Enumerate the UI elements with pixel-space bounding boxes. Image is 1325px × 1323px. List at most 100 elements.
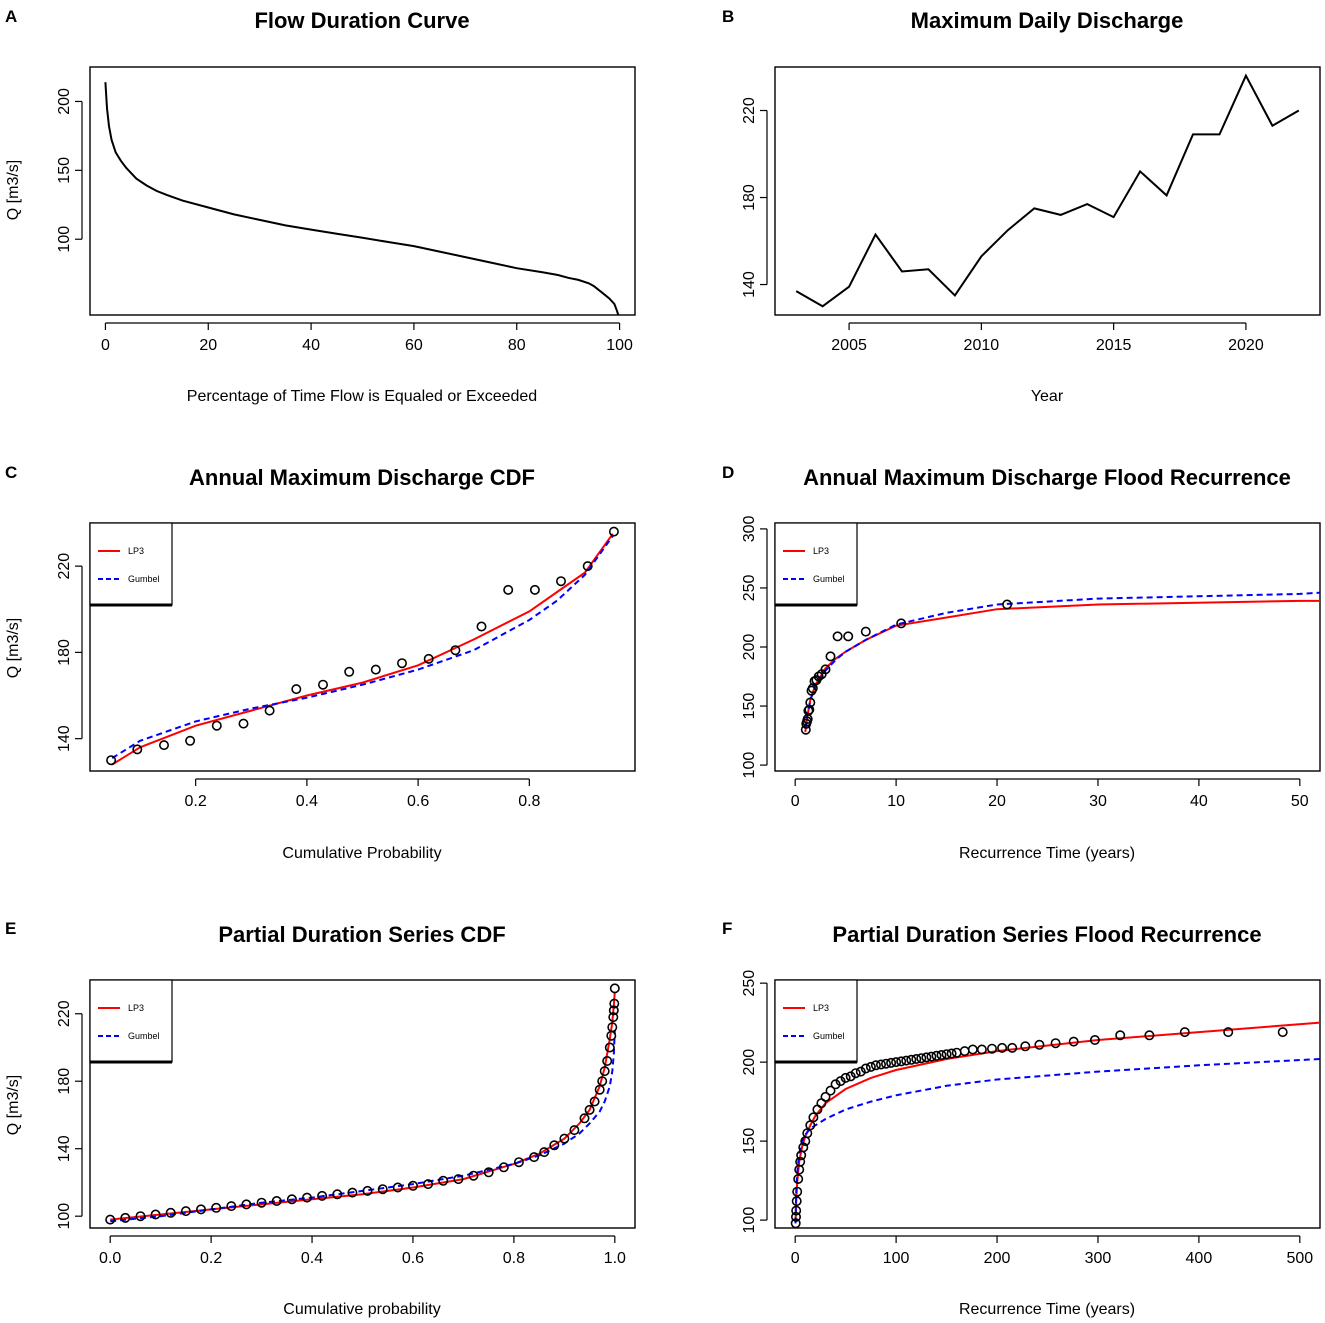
data-point <box>1050 1038 1061 1049</box>
legend: LP3 Gumbel <box>774 979 858 1064</box>
legend-entry-label: LP3 <box>128 546 144 556</box>
data-point <box>513 1157 524 1168</box>
y-tick-label: 200 <box>56 88 73 115</box>
y-tick-label: 100 <box>56 226 73 253</box>
x-axis-label: Recurrence Time (years) <box>959 1301 1135 1318</box>
gumbel-curve <box>111 535 614 759</box>
data-point <box>604 1042 615 1053</box>
data-point <box>377 1184 388 1195</box>
y-tick-label: 140 <box>56 1135 73 1162</box>
data-point <box>875 1059 886 1070</box>
y-tick-label: 220 <box>56 1000 73 1027</box>
data-point <box>795 1156 806 1167</box>
data-point <box>589 1096 600 1107</box>
data-point <box>807 683 818 694</box>
data-point <box>185 735 196 746</box>
data-point <box>1223 1027 1234 1038</box>
data-point <box>921 1052 932 1063</box>
plot-area <box>104 82 620 315</box>
data-point <box>609 983 620 994</box>
data-point <box>986 1043 997 1054</box>
data-point <box>820 1091 831 1102</box>
data-point <box>880 1058 891 1069</box>
data-point <box>317 1190 328 1201</box>
data-point <box>150 1209 161 1220</box>
x-tick-label: 60 <box>405 337 423 354</box>
x-tick-label: 400 <box>1186 1250 1213 1267</box>
data-point <box>946 1048 957 1059</box>
lp3-curve <box>110 991 616 1221</box>
panel-label: E <box>5 919 16 938</box>
data-point <box>941 1049 952 1060</box>
data-point <box>503 584 514 595</box>
data-point <box>559 1133 570 1144</box>
panel-title: Flow Duration Curve <box>254 8 469 33</box>
data-point <box>608 526 619 537</box>
x-tick-label: 0.4 <box>296 793 318 810</box>
plot-area <box>105 983 620 1225</box>
y-tick-label: 150 <box>741 693 758 720</box>
data-point <box>529 1152 540 1163</box>
panel-label: F <box>722 919 732 938</box>
legend: LP3 Gumbel <box>89 979 173 1064</box>
data-point <box>120 1212 131 1223</box>
x-tick-label: 2020 <box>1228 337 1264 354</box>
y-axis-label: Q [m3/s] <box>5 160 22 220</box>
data-point <box>830 1079 841 1090</box>
x-tick-label: 10 <box>887 793 905 810</box>
y-tick-label: 150 <box>56 157 73 184</box>
data-point <box>840 1072 851 1083</box>
data-point <box>926 1051 937 1062</box>
y-tick-label: 180 <box>741 184 758 211</box>
x-tick-label: 0.2 <box>200 1250 222 1267</box>
panel-label: D <box>722 463 734 482</box>
data-point <box>468 1170 479 1181</box>
legend-entry-label: Gumbel <box>813 574 845 584</box>
x-tick-label: 0.0 <box>99 1250 121 1267</box>
data-point <box>791 1196 802 1207</box>
x-tick-label: 2015 <box>1096 337 1132 354</box>
data-point <box>241 1199 252 1210</box>
data-point <box>438 1175 449 1186</box>
y-tick-label: 100 <box>56 1203 73 1230</box>
data-point <box>832 631 843 642</box>
data-point <box>602 1056 613 1067</box>
legend-entry-label: Gumbel <box>128 574 160 584</box>
data-point <box>959 1046 970 1057</box>
data-point <box>165 1207 176 1218</box>
data-point <box>423 653 434 664</box>
panel-f: F Partial Duration Series Flood Recurren… <box>722 919 1321 1318</box>
panel-title: Annual Maximum Discharge Flood Recurrenc… <box>803 465 1291 490</box>
data-point <box>599 1066 610 1077</box>
data-point <box>106 755 117 766</box>
data-point <box>301 1192 312 1203</box>
data-point <box>798 1142 809 1153</box>
data-point <box>569 1125 580 1136</box>
x-tick-label: 0.4 <box>301 1250 323 1267</box>
panel-label: A <box>5 7 17 26</box>
data-point <box>845 1071 856 1082</box>
y-tick-label: 100 <box>741 1207 758 1234</box>
panel-label: C <box>5 463 17 482</box>
data-point <box>951 1047 962 1058</box>
panel-label: B <box>722 7 734 26</box>
y-tick-label: 300 <box>741 515 758 542</box>
x-tick-label: 40 <box>302 337 320 354</box>
legend: LP3 Gumbel <box>774 522 858 607</box>
data-point <box>392 1182 403 1193</box>
data-line <box>795 73 1300 308</box>
plot-area <box>800 591 1320 735</box>
data-point <box>792 1186 803 1197</box>
x-tick-label: 500 <box>1286 1250 1313 1267</box>
data-point <box>1034 1039 1045 1050</box>
data-point <box>1089 1035 1100 1046</box>
legend: LP3 Gumbel <box>89 522 173 607</box>
data-point <box>1068 1036 1079 1047</box>
data-point <box>196 1204 207 1215</box>
data-point <box>825 651 836 662</box>
x-tick-label: 0.8 <box>503 1250 525 1267</box>
data-point <box>264 705 275 716</box>
data-point <box>870 1060 881 1071</box>
data-point <box>423 1179 434 1190</box>
x-tick-label: 100 <box>606 337 633 354</box>
